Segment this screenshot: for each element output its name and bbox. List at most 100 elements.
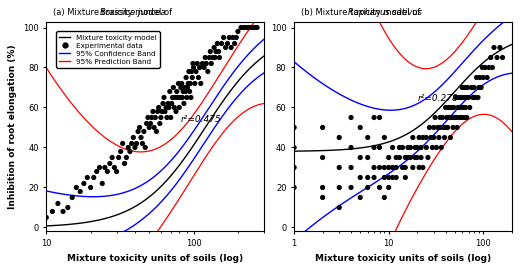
Point — [232, 35, 240, 40]
Point — [141, 145, 149, 150]
Point — [243, 25, 251, 30]
Point — [177, 85, 185, 90]
Point — [454, 95, 463, 100]
Point — [481, 65, 489, 70]
Point — [409, 165, 417, 170]
Point — [119, 141, 127, 146]
Point — [211, 55, 219, 60]
Point — [185, 69, 193, 74]
Point — [404, 145, 412, 150]
Point — [465, 105, 474, 110]
Point — [483, 75, 491, 80]
Point — [363, 155, 372, 160]
Point — [419, 135, 427, 140]
Point — [463, 115, 471, 120]
Point — [149, 109, 157, 114]
Point — [68, 195, 76, 200]
Point — [138, 141, 147, 146]
Point — [162, 105, 170, 110]
Point — [401, 165, 409, 170]
Point — [458, 85, 466, 90]
Point — [198, 61, 206, 66]
Point — [370, 175, 378, 180]
Point — [441, 125, 450, 130]
Point — [174, 95, 182, 100]
Point — [76, 189, 84, 194]
Point — [174, 81, 183, 86]
Point — [127, 141, 136, 146]
Point — [347, 115, 355, 120]
Point — [404, 155, 412, 160]
Point — [59, 209, 67, 214]
Point — [392, 165, 400, 170]
Point — [459, 105, 467, 110]
Point — [356, 195, 365, 200]
Point — [413, 145, 421, 150]
Point — [440, 135, 449, 140]
Point — [187, 69, 196, 74]
Point — [230, 41, 239, 46]
Point — [347, 185, 355, 190]
Point — [422, 145, 431, 150]
Point — [335, 185, 343, 190]
Point — [166, 115, 175, 120]
Point — [175, 105, 184, 110]
Point — [460, 95, 468, 100]
Point — [248, 25, 256, 30]
Point — [193, 61, 201, 66]
Point — [471, 95, 479, 100]
Point — [251, 25, 259, 30]
Point — [212, 49, 220, 54]
Point — [375, 185, 384, 190]
Point — [204, 69, 212, 74]
Point — [229, 35, 237, 40]
Point — [380, 195, 388, 200]
Point — [488, 65, 497, 70]
Point — [54, 201, 62, 206]
Point — [207, 61, 215, 66]
Point — [184, 85, 192, 90]
Point — [131, 145, 139, 150]
Point — [206, 49, 214, 54]
Point — [178, 95, 187, 100]
Text: Raphanus sativus: Raphanus sativus — [348, 8, 422, 17]
Point — [401, 155, 409, 160]
Point — [464, 95, 473, 100]
Point — [474, 95, 482, 100]
Point — [245, 25, 254, 30]
Point — [392, 175, 400, 180]
Point — [436, 115, 444, 120]
Point — [110, 165, 119, 170]
Point — [496, 45, 504, 50]
Point — [180, 85, 189, 90]
Point — [392, 155, 400, 160]
Point — [72, 185, 81, 190]
Point — [179, 89, 187, 94]
Point — [449, 125, 457, 130]
Point — [435, 135, 443, 140]
Point — [388, 145, 397, 150]
Point — [454, 105, 462, 110]
Point — [436, 125, 444, 130]
Point — [182, 75, 190, 80]
Point — [210, 45, 218, 50]
Point — [192, 69, 200, 74]
Point — [80, 181, 88, 186]
Point — [335, 135, 343, 140]
Point — [430, 135, 438, 140]
Point — [213, 41, 222, 46]
Point — [145, 125, 153, 130]
Point — [318, 155, 327, 160]
Point — [401, 175, 409, 180]
Point — [133, 141, 141, 146]
Point — [439, 125, 448, 130]
Point — [380, 175, 388, 180]
Point — [398, 145, 407, 150]
Point — [356, 125, 365, 130]
Point — [469, 95, 477, 100]
Point — [233, 29, 242, 34]
Point — [447, 105, 456, 110]
Point — [48, 209, 57, 214]
Point — [448, 115, 457, 120]
Point — [290, 145, 298, 150]
